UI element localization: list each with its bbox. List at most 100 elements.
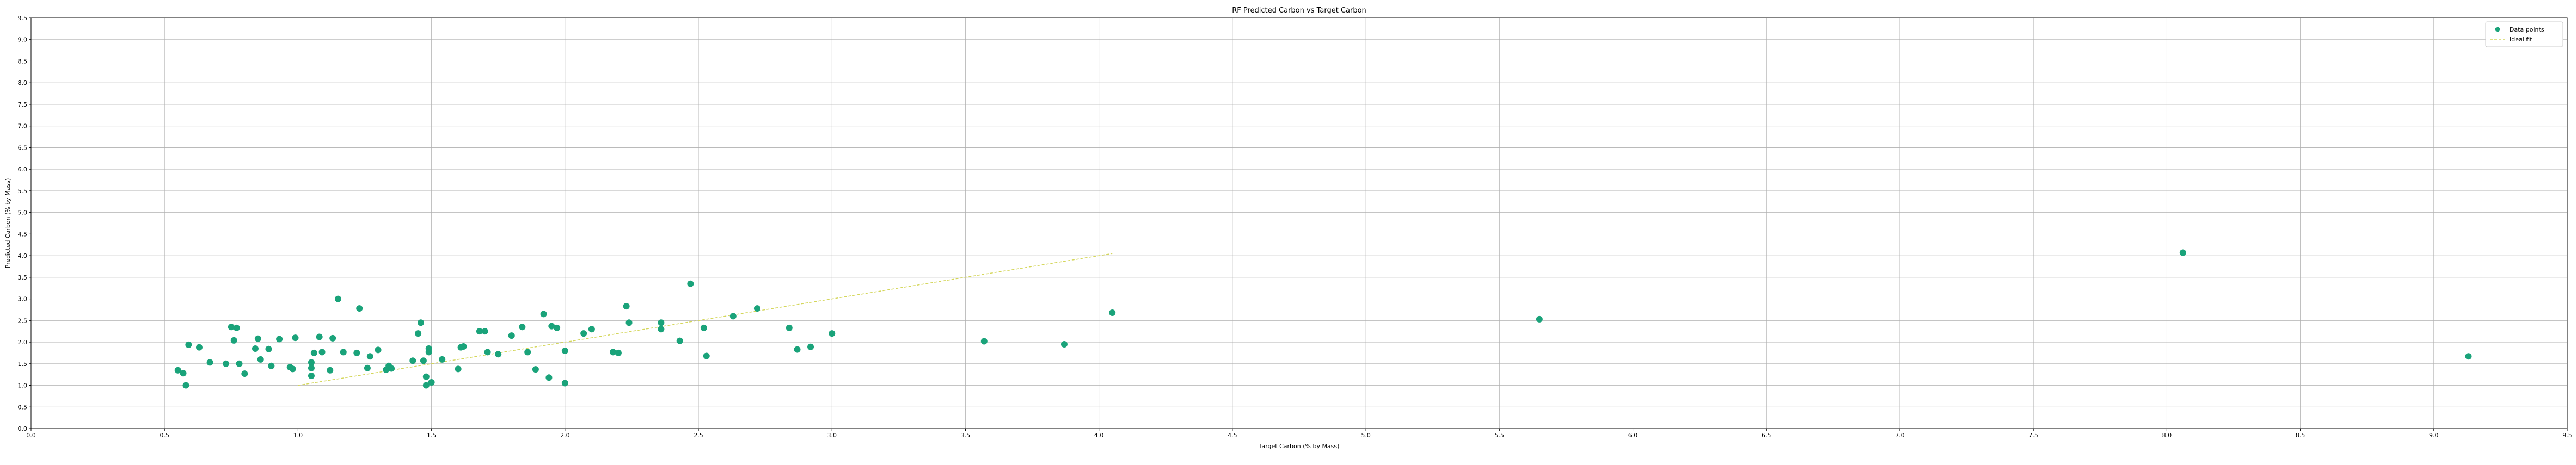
data-point [316,333,323,340]
data-point [252,345,259,352]
data-point [623,303,630,310]
data-point [980,338,988,345]
data-point [658,326,665,333]
data-point [580,330,587,337]
data-point [532,366,539,373]
data-point [329,334,336,342]
x-tick-label: 9.0 [2429,432,2439,439]
x-tick-label: 3.5 [961,432,971,439]
data-point [807,343,814,350]
legend-marker-data-points [2495,27,2500,32]
x-tick-label: 8.5 [2296,432,2305,439]
data-point [356,305,363,312]
data-point [476,328,483,335]
data-point [786,324,793,331]
x-axis-ticks: 0.0 0.5 1.0 1.5 2.0 2.5 3.0 3.5 4.0 4.5 5.0 5.5 6.0 6… [26,429,2572,439]
data-point [700,324,707,331]
x-tick-label: 7.5 [2028,432,2038,439]
data-point [455,365,462,373]
data-point [588,326,595,333]
data-point [460,343,467,350]
data-point [418,319,425,326]
data-point [422,373,430,380]
data-point [334,295,341,302]
legend: Data points Ideal fit [2485,21,2563,47]
x-tick-label: 0.5 [160,432,169,439]
data-point [182,382,189,389]
y-tick-label: 4.0 [18,252,28,259]
x-tick-label: 2.0 [560,432,570,439]
data-point [729,313,737,320]
data-point [548,323,555,330]
data-point [364,364,371,371]
x-tick-label: 5.0 [1361,432,1371,439]
legend-box [2485,21,2563,47]
data-point [2465,353,2472,360]
data-point [366,353,373,360]
x-tick-label: 2.5 [694,432,703,439]
data-point [185,341,192,348]
y-tick-label: 6.5 [18,144,28,151]
data-point [276,336,283,343]
data-point [340,349,347,356]
data-point [545,374,553,381]
data-point [206,359,213,366]
data-point [829,330,836,337]
x-tick-label: 8.0 [2162,432,2172,439]
y-axis-title: Predicted Carbon (% by Mass) [4,178,11,268]
data-point [561,347,568,354]
y-tick-label: 9.5 [18,15,28,22]
y-axis-ticks: 0.0 0.5 1.0 1.5 2.0 2.5 3.0 3.5 4.0 4.5 5.0 5.5 6.0 6… [18,15,31,432]
data-point [703,352,710,359]
data-point [375,346,382,354]
x-tick-label: 9.5 [2562,432,2572,439]
data-point [561,380,568,387]
data-point [519,324,526,331]
data-point [425,349,432,356]
data-point [1060,341,1068,348]
data-point [2179,249,2186,256]
y-tick-label: 3.5 [18,274,28,281]
data-point [420,357,427,364]
legend-label-data-points: Data points [2510,26,2544,33]
data-point [610,349,617,356]
legend-label-ideal-fit: Ideal fit [2510,36,2532,43]
data-point [236,360,243,367]
data-point [180,370,187,377]
data-point [409,357,416,364]
y-tick-label: 6.0 [18,166,28,173]
data-point [257,356,264,363]
y-tick-label: 2.5 [18,317,28,324]
data-point [481,328,488,335]
data-point [658,319,665,326]
data-point [353,349,360,356]
x-tick-label: 1.0 [293,432,303,439]
data-point [495,351,502,358]
data-point [327,367,334,374]
y-tick-label: 5.0 [18,209,28,216]
data-point [615,349,622,356]
x-axis-title: Target Carbon (% by Mass) [1259,443,1340,450]
data-point [753,305,760,312]
data-points-series [174,249,2472,389]
y-tick-label: 8.0 [18,79,28,86]
data-point [428,379,435,386]
ideal-fit-series [298,253,1113,386]
data-point [292,334,299,342]
x-tick-label: 1.5 [427,432,437,439]
x-tick-label: 0.0 [26,432,36,439]
data-point [268,362,275,369]
data-point [308,364,315,371]
y-tick-label: 7.0 [18,123,28,130]
data-point [233,324,240,331]
chart-title: RF Predicted Carbon vs Target Carbon [1232,7,1366,15]
x-tick-label: 6.5 [1762,432,1771,439]
x-tick-label: 3.0 [827,432,837,439]
data-point [554,324,561,331]
ideal-fit-line [298,253,1113,386]
y-tick-label: 0.0 [18,425,28,432]
data-point [289,365,296,373]
y-tick-label: 0.5 [18,404,28,411]
